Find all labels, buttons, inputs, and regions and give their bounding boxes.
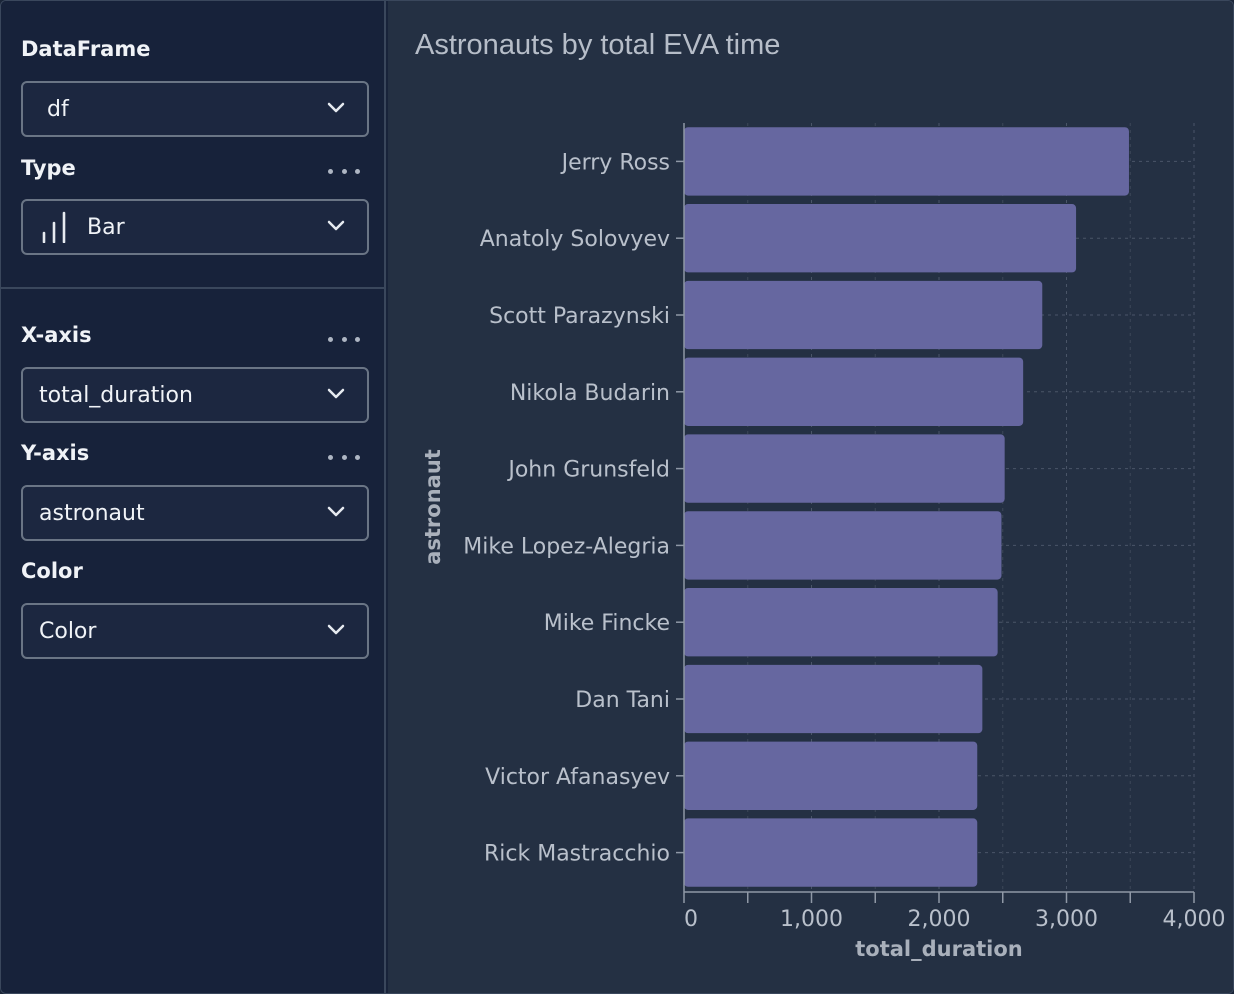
color-value: Color: [39, 618, 97, 644]
y-tick-label: John Grunsfeld: [506, 458, 670, 483]
x-axis-more-options-icon[interactable]: [328, 335, 360, 343]
y-tick-label: Scott Parazynski: [489, 304, 670, 329]
bar: [684, 204, 1077, 273]
y-axis-more-options-icon[interactable]: [328, 453, 360, 461]
bar: [684, 357, 1024, 426]
dataframe-label: DataFrame: [21, 37, 151, 61]
chart-title: Astronauts by total EVA time: [415, 29, 781, 61]
bar: [684, 127, 1129, 196]
y-tick-label: Nikola Budarin: [510, 381, 670, 406]
y-axis-label: Y-axis: [21, 441, 90, 465]
y-tick-label: Victor Afanasyev: [485, 765, 670, 790]
chevron-down-icon: [327, 220, 345, 231]
y-axis-select[interactable]: astronaut: [21, 485, 369, 541]
bar: [684, 434, 1005, 503]
bar: [684, 280, 1043, 350]
bar: [684, 588, 998, 657]
bar: [684, 818, 978, 887]
bar-chart: Jerry Ross Anatoly Solovyev Scott Parazyns…: [421, 123, 1226, 961]
x-axis-title: total_duration: [855, 937, 1023, 961]
x-axis-label: X-axis: [21, 323, 92, 347]
chevron-down-icon: [327, 388, 345, 399]
dataframe-value: df: [47, 96, 69, 122]
chart-type-value: Bar: [87, 214, 125, 240]
bar: [684, 664, 983, 734]
x-tick-label: 2,000: [908, 907, 971, 932]
x-tick-label: 1,000: [780, 907, 843, 932]
type-label: Type: [21, 156, 76, 180]
bar: [684, 741, 978, 810]
chart-config-sidebar: DataFrame df Type Bar X-axis total_durat…: [1, 1, 386, 993]
dataframe-select[interactable]: df: [21, 81, 369, 137]
chevron-down-icon: [327, 624, 345, 635]
sidebar-divider: [1, 287, 386, 289]
x-axis-value: total_duration: [39, 382, 193, 408]
y-axis-value: astronaut: [39, 500, 145, 526]
y-tick-label: Rick Mastracchio: [484, 842, 670, 867]
chevron-down-icon: [327, 506, 345, 517]
x-axis-select[interactable]: total_duration: [21, 367, 369, 423]
y-tick-label: Anatoly Solovyev: [480, 227, 670, 252]
type-more-options-icon[interactable]: [328, 167, 360, 175]
chevron-down-icon: [327, 102, 345, 113]
x-tick-label: 0: [684, 907, 698, 932]
chart-panel: Astronauts by total EVA time Jerry Ross A…: [388, 1, 1233, 993]
bar-chart-icon: [42, 211, 66, 243]
y-axis-title: astronaut: [421, 449, 445, 565]
chart-type-select[interactable]: Bar: [21, 199, 369, 255]
y-tick-label: Mike Fincke: [544, 611, 670, 636]
bar: [684, 511, 1002, 580]
color-select[interactable]: Color: [21, 603, 369, 659]
y-tick-label: Mike Lopez-Alegria: [463, 534, 670, 559]
y-tick-label: Jerry Ross: [560, 150, 670, 175]
color-label: Color: [21, 559, 83, 583]
y-tick-label: Dan Tani: [575, 688, 670, 713]
x-tick-label: 3,000: [1035, 907, 1098, 932]
x-tick-label: 4,000: [1163, 907, 1226, 932]
